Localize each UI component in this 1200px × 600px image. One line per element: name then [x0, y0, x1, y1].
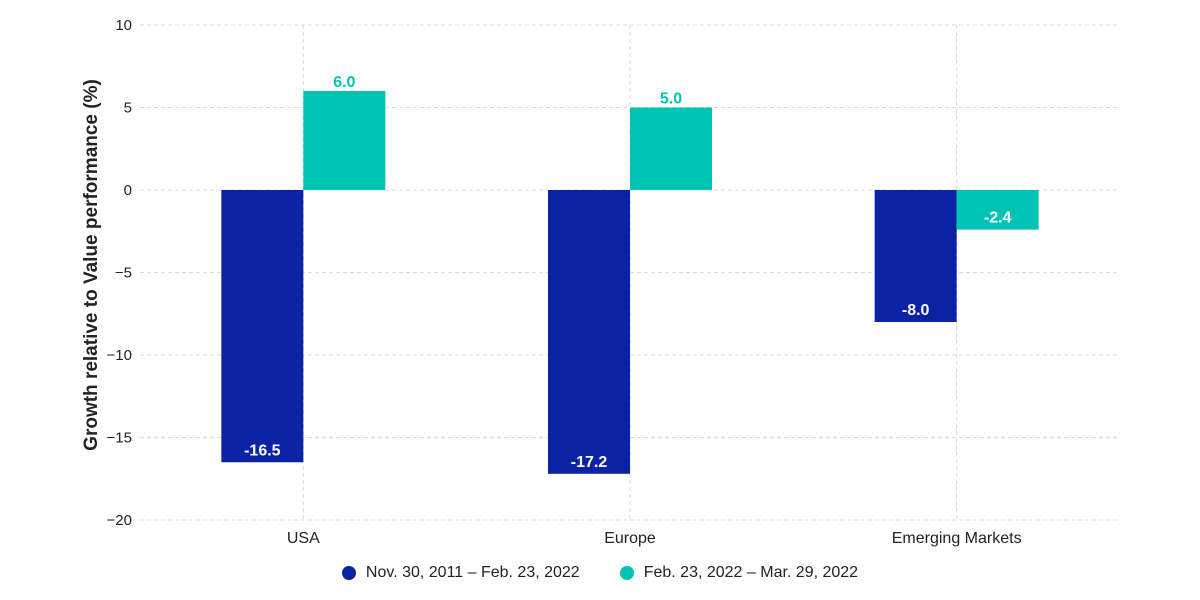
x-tick-labels: USA Europe Emerging Markets	[287, 530, 1022, 547]
y-tick-labels: 10 5 0 −5 −10 −15 −20	[107, 17, 132, 529]
data-label: -2.4	[984, 210, 1012, 227]
y-tick-label: −5	[115, 265, 132, 282]
y-tick-label: −10	[107, 347, 132, 364]
bar-chart: 10 5 0 −5 −10 −15 −20 USA Europe Emerging Market…	[81, 17, 1120, 547]
x-tick-label: USA	[287, 530, 320, 547]
bar-series-2-europe	[630, 107, 712, 190]
bar-series-1-emerging-markets	[874, 190, 957, 322]
legend-label-series-1: Nov. 30, 2011 – Feb. 23, 2022	[365, 564, 580, 581]
data-label: -16.5	[244, 442, 281, 459]
bar-series-2-emerging-markets	[956, 190, 1039, 230]
data-label: -8.0	[902, 302, 930, 319]
y-tick-label: 0	[124, 182, 132, 199]
data-label: 6.0	[333, 74, 355, 91]
x-tick-label: Emerging Markets	[892, 530, 1022, 547]
legend: Nov. 30, 2011 – Feb. 23, 2022 Feb. 23, 2…	[0, 560, 1200, 586]
data-label: 5.0	[660, 91, 682, 108]
y-axis-title: Growth relative to Value performance (%)	[81, 79, 102, 451]
x-tick-label: Europe	[604, 530, 656, 547]
legend-swatch-series-1	[341, 566, 356, 580]
data-label: -17.2	[571, 454, 608, 471]
y-tick-label: −20	[107, 512, 132, 529]
data-labels: -16.5 -17.2 -8.0 6.0 5.0 -2.4	[244, 74, 1011, 471]
y-tick-label: 10	[115, 17, 132, 34]
legend-label-series-2: Feb. 23, 2022 – Mar. 29, 2022	[643, 564, 859, 581]
y-tick-label: 5	[124, 100, 132, 117]
bar-series-1-europe	[548, 190, 630, 474]
legend-swatch-series-2	[619, 566, 634, 580]
bar-series-1-usa	[221, 190, 304, 463]
legend-item-series-1: Nov. 30, 2011 – Feb. 23, 2022	[341, 564, 580, 582]
y-tick-label: −15	[107, 430, 132, 447]
legend-item-series-2: Feb. 23, 2022 – Mar. 29, 2022	[619, 564, 859, 582]
bars-layer	[221, 91, 1039, 474]
bar-series-2-usa	[303, 91, 386, 190]
